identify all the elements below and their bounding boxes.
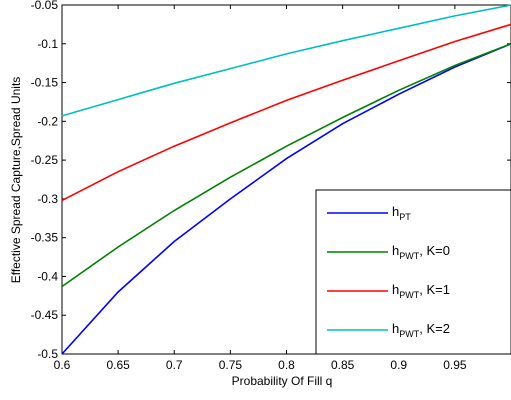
legend-label-1: hPWT, K=0 [392, 243, 450, 261]
x-tick-label: 0.65 [106, 358, 130, 372]
legend-label-3: hPWT, K=2 [392, 321, 450, 339]
series-lines [61, 4, 511, 355]
y-tick-label: -0.1 [37, 37, 58, 51]
x-tick-label: 0.6 [54, 358, 71, 372]
series-line-2 [61, 23, 511, 202]
y-tick-label: -0.3 [37, 192, 58, 206]
legend-label-2: hPWT, K=1 [392, 282, 450, 300]
y-axis-label: Effective Spread Capture,Spread Units [9, 77, 23, 284]
legend-box [315, 189, 511, 355]
series-line-3 [61, 4, 511, 117]
y-tick-label: -0.15 [31, 76, 59, 90]
x-tick-label: 0.8 [278, 358, 295, 372]
x-tick-label: 0.9 [390, 358, 407, 372]
y-tick-label: -0.45 [31, 308, 59, 322]
y-tick-label: -0.35 [31, 231, 59, 245]
y-tick-label: -0.25 [31, 153, 59, 167]
y-tick-label: -0.05 [31, 0, 59, 12]
legend-label-0: hPT [392, 204, 411, 222]
x-tick-label: 0.75 [219, 358, 243, 372]
x-tick-label: 0.7 [166, 358, 183, 372]
x-axis-label: Probability Of Fill q [232, 374, 333, 388]
legend: hPT hPWT, K=0 hPWT, K=1 hPWT, K=2 [315, 189, 511, 355]
x-tick-label: 0.95 [443, 358, 467, 372]
series-line-0 [61, 43, 511, 355]
y-tick-label: -0.5 [37, 347, 58, 361]
y-tick-label: -0.4 [37, 269, 58, 283]
y-tick-label: -0.2 [37, 114, 58, 128]
series-line-1 [61, 43, 511, 288]
x-axis: 0.6 0.65 0.7 0.75 0.8 0.85 0.9 0.95 [54, 5, 467, 372]
x-tick-label: 0.85 [331, 358, 355, 372]
